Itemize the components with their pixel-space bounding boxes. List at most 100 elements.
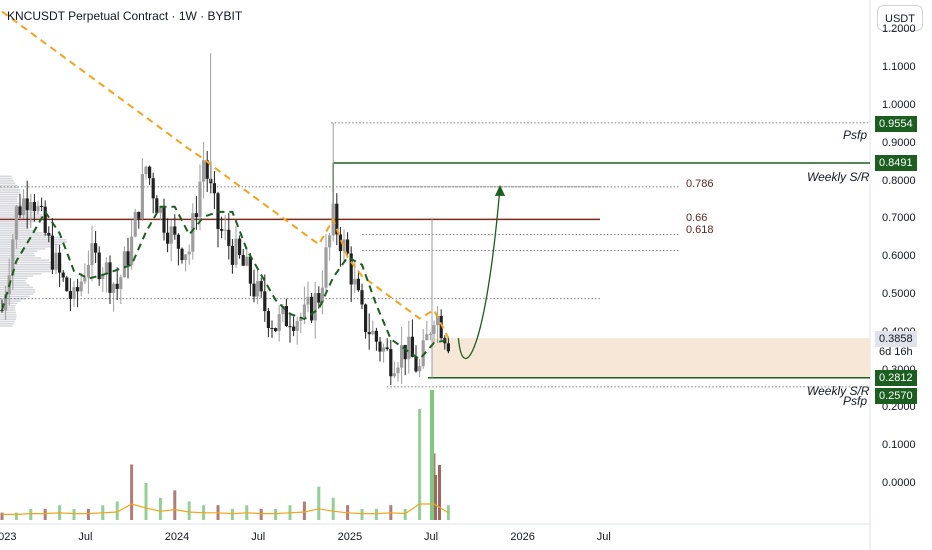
candle-body xyxy=(68,291,72,299)
volume-bar xyxy=(130,464,134,520)
candle-body xyxy=(349,253,353,285)
candle-body xyxy=(385,347,389,350)
volume-profile-bar xyxy=(0,257,42,259)
volume-profile-bar xyxy=(0,322,14,325)
volume-profile-bar xyxy=(0,177,13,180)
volume-bar xyxy=(360,508,364,520)
volume-bar xyxy=(144,483,148,520)
volume-profile-bar xyxy=(0,270,51,273)
candle-body xyxy=(29,202,33,211)
candle-body xyxy=(133,211,137,237)
volume-ma-line xyxy=(2,503,449,515)
volume-bar xyxy=(115,501,119,520)
volume-profile-bar xyxy=(0,245,55,248)
candle-body xyxy=(256,281,260,297)
volume-profile-bar xyxy=(0,243,63,246)
candle-body xyxy=(72,287,76,299)
ema-slow-line xyxy=(1,10,450,339)
fib-66-label: 0.66 xyxy=(686,212,708,224)
candle-countdown: 6d 16h xyxy=(879,346,913,358)
currency-button[interactable]: USDT xyxy=(877,5,923,31)
candle-body xyxy=(288,326,292,328)
candle-body xyxy=(360,290,364,305)
volume-profile-bar xyxy=(0,288,36,291)
candle-body xyxy=(299,317,303,322)
candle-body xyxy=(58,252,62,273)
volume-profile-bar xyxy=(0,207,29,209)
volume-bar xyxy=(434,475,437,520)
fib-786-label: 0.786 xyxy=(686,178,714,190)
candle-body xyxy=(86,265,90,278)
volume-bar xyxy=(72,508,76,520)
candle-body xyxy=(277,314,281,332)
volume-profile-bar xyxy=(0,225,29,227)
candle-body xyxy=(230,245,234,265)
candle-body xyxy=(389,349,393,377)
candle-body xyxy=(392,373,396,377)
price-tag-weekly-sr-high: 0.8491 xyxy=(875,155,917,171)
price-axis-label: 0.0000 xyxy=(882,477,916,489)
volume-profile-bar xyxy=(0,261,57,264)
volume-profile-bar xyxy=(0,195,19,198)
candle-body xyxy=(418,366,422,372)
volume-profile-bar xyxy=(0,232,43,234)
price-tag-last: 0.3858 xyxy=(875,331,917,347)
candle-body xyxy=(425,334,429,341)
price-axis-label: 0.9000 xyxy=(882,136,916,149)
candle-body xyxy=(263,291,267,312)
time-axis-label: Jul xyxy=(596,531,611,543)
time-axis-label: Jul xyxy=(424,531,439,543)
volume-profile-bar xyxy=(0,316,17,318)
volume-bar xyxy=(29,508,33,520)
volume-profile-bar xyxy=(0,307,15,309)
candle-body xyxy=(407,336,411,360)
volume-profile-bar xyxy=(0,250,38,252)
projection-arrowhead xyxy=(495,184,505,196)
candle-body xyxy=(173,226,177,235)
volume-profile-bar xyxy=(0,311,16,314)
candle-body xyxy=(335,203,339,235)
candle-body xyxy=(310,296,314,321)
volume-bar xyxy=(158,497,162,520)
candle-body xyxy=(324,247,328,288)
candle-body xyxy=(374,330,378,342)
candle-body xyxy=(364,304,368,333)
volume-profile-bar xyxy=(0,241,68,243)
volume-bar xyxy=(317,486,321,520)
weekly-sr-low-label: Weekly S/R xyxy=(807,384,870,398)
volume-profile-bar xyxy=(0,189,20,191)
volume-bar xyxy=(331,497,335,520)
volume-profile-bar xyxy=(0,186,19,189)
candle-body xyxy=(428,333,432,335)
candle-body xyxy=(446,343,450,352)
time-axis-label: 2023 xyxy=(0,531,17,543)
candle-body xyxy=(169,226,173,244)
candle-body xyxy=(317,293,321,303)
candle-body xyxy=(274,328,278,332)
volume-profile-bar xyxy=(0,234,53,237)
candle-body xyxy=(148,166,152,179)
candle-body xyxy=(227,229,231,246)
price-axis-label: 0.6000 xyxy=(882,250,916,263)
volume-bar xyxy=(403,508,407,520)
candle-body xyxy=(40,205,44,207)
volume-profile-bar xyxy=(0,293,34,295)
candle-body xyxy=(176,234,180,249)
candle-body xyxy=(414,356,418,372)
candle-body xyxy=(432,325,436,334)
candle-body xyxy=(234,238,238,265)
candle-body xyxy=(198,181,202,218)
candle-body xyxy=(184,254,188,261)
candle-body xyxy=(191,213,195,252)
candle-body xyxy=(367,332,371,335)
candle-body xyxy=(382,347,386,352)
volume-profile-bar xyxy=(0,200,18,202)
candle-body xyxy=(396,367,400,374)
time-axis-label: Jul xyxy=(251,531,266,543)
candle-body xyxy=(61,272,65,278)
candle-body xyxy=(155,198,159,213)
volume-profile-bar xyxy=(0,304,16,307)
psfp-high-label: Psfp xyxy=(843,128,868,142)
candle-body xyxy=(346,239,350,254)
